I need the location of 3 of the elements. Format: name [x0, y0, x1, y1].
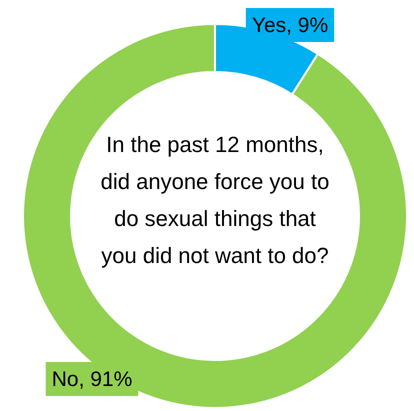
- slice-label: Yes, 9%: [252, 14, 328, 37]
- text: In the past 12 months, did anyone force you to do sexual things that you did not want to do?: [100, 131, 330, 270]
- slice-label: No, 91%: [52, 368, 132, 391]
